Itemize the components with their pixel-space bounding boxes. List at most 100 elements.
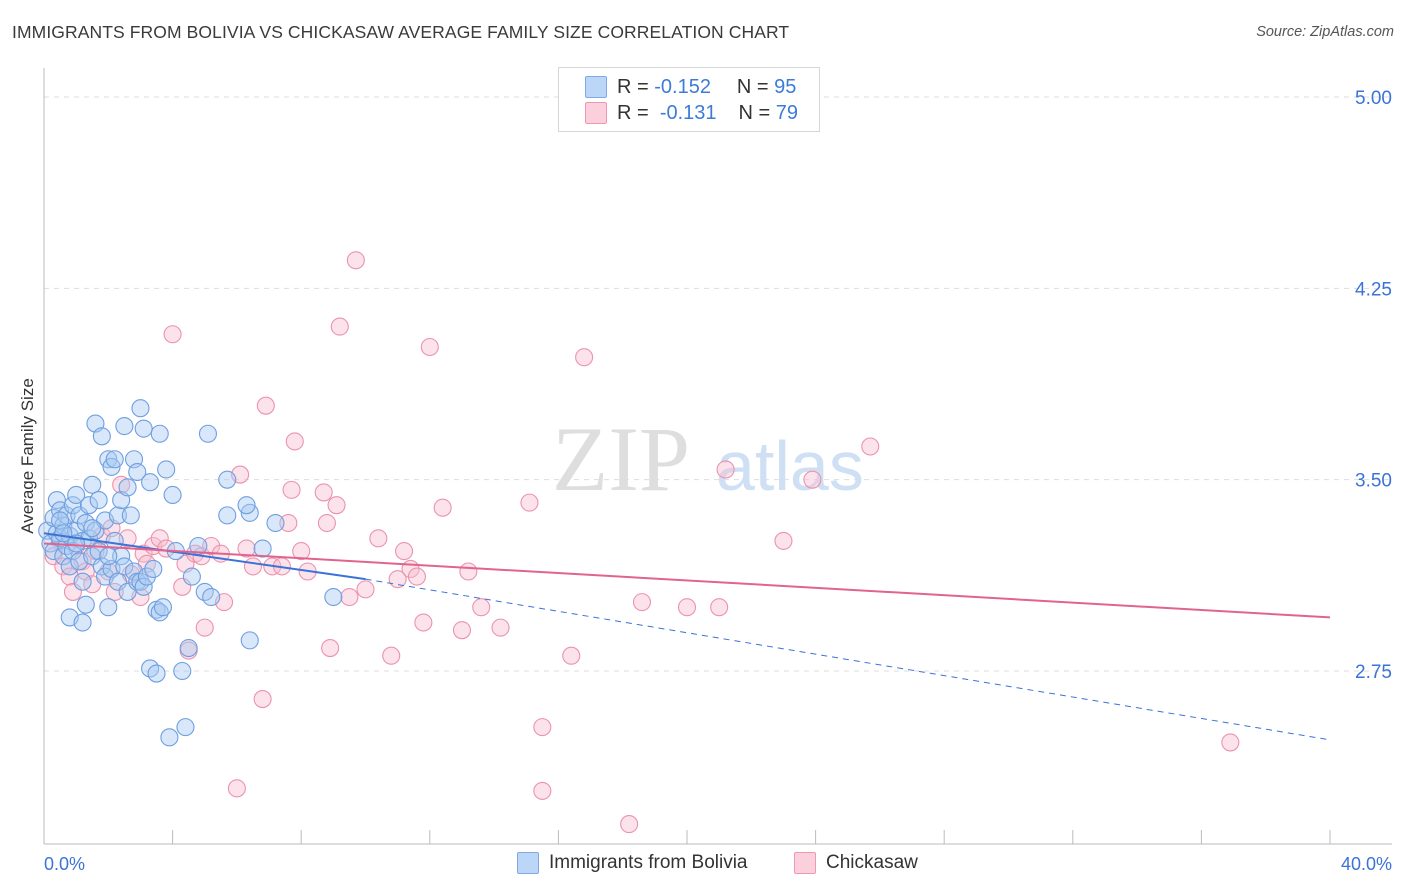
- bolivia-point: [83, 519, 102, 538]
- chickasaw-point: [388, 570, 407, 589]
- chickasaw-point: [279, 513, 298, 533]
- bolivia-point: [150, 603, 169, 622]
- bolivia-trend-line: [43, 532, 366, 581]
- bolivia-point: [182, 567, 201, 586]
- chickasaw-point: [533, 718, 552, 737]
- legend-n-value-chickasaw: 79: [775, 101, 798, 124]
- bolivia-point: [141, 473, 160, 492]
- y-tick-label: 3.50: [1355, 471, 1392, 492]
- series-swatch-blue: [517, 852, 539, 874]
- chickasaw-point: [562, 646, 581, 665]
- bolivia-point: [99, 547, 118, 566]
- legend-n-label: N =: [736, 75, 769, 98]
- bolivia-point: [202, 587, 221, 607]
- bolivia-point: [115, 417, 134, 436]
- legend-row-bolivia: R = -0.152 N = 95: [585, 75, 796, 99]
- bolivia-point: [218, 506, 237, 525]
- legend-swatch-pink: [585, 102, 607, 124]
- series-legend-bolivia[interactable]: Immigrants from Bolivia: [517, 852, 748, 874]
- legend-row-chickasaw: R = -0.131 N = 79: [585, 101, 798, 125]
- chickasaw-point: [327, 496, 346, 515]
- chickasaw-point: [282, 480, 301, 499]
- series-swatch-pink: [794, 852, 816, 874]
- chickasaw-point: [369, 529, 388, 548]
- x-tick-label: 40.0%: [1341, 854, 1392, 874]
- bolivia-point: [121, 506, 140, 525]
- chickasaw-point: [774, 531, 793, 550]
- chickasaw-point: [533, 781, 552, 800]
- chickasaw-point: [292, 542, 311, 561]
- chickasaw-point: [632, 593, 652, 612]
- bolivia-point: [253, 539, 272, 558]
- bolivia-point: [83, 475, 102, 494]
- series-label-chickasaw: Chickasaw: [826, 852, 918, 873]
- bolivia-point: [153, 598, 173, 617]
- bolivia-point: [67, 485, 86, 505]
- chickasaw-point: [472, 598, 491, 617]
- chickasaw-point: [620, 815, 639, 834]
- x-tick-label: 0.0%: [44, 854, 85, 874]
- legend-r-value-chickasaw: -0.131: [659, 101, 717, 124]
- bolivia-point: [89, 491, 108, 510]
- chickasaw-point: [163, 325, 182, 344]
- trend-lines: [43, 532, 1331, 741]
- bolivia-point: [179, 638, 198, 658]
- bolivia-point: [157, 460, 176, 479]
- bolivia-trend-extension: [365, 578, 1331, 741]
- bolivia-point: [99, 598, 118, 617]
- chickasaw-point: [227, 779, 246, 798]
- chickasaw-point: [314, 483, 333, 502]
- bolivia-point: [105, 531, 124, 550]
- y-tick-label: 4.25: [1355, 279, 1392, 300]
- chickasaw-point: [340, 587, 359, 607]
- bolivia-point: [198, 424, 218, 443]
- legend-n-value-bolivia: 95: [774, 75, 797, 98]
- bolivia-point: [47, 491, 66, 510]
- bolivia-point: [92, 427, 111, 446]
- watermark: ZIP atlas: [552, 408, 864, 510]
- bolivia-point: [108, 506, 127, 525]
- bolivia-point: [118, 478, 137, 497]
- bolivia-point: [176, 718, 195, 737]
- axes: [43, 68, 1392, 845]
- bolivia-point: [237, 496, 256, 515]
- bolivia-point: [73, 613, 92, 632]
- chickasaw-point: [346, 251, 365, 270]
- series-label-bolivia: Immigrants from Bolivia: [549, 852, 748, 873]
- chickasaw-point: [202, 536, 221, 556]
- chickasaw-point: [150, 529, 169, 548]
- bolivia-point: [60, 557, 79, 576]
- chickasaw-point: [54, 557, 73, 576]
- bolivia-point: [144, 559, 163, 579]
- bolivia-point: [266, 513, 285, 533]
- chickasaw-point: [491, 618, 510, 637]
- bolivia-point: [73, 572, 92, 591]
- chickasaw-point: [256, 396, 275, 415]
- chickasaw-point: [105, 582, 124, 601]
- legend-r-label: R =: [617, 75, 649, 98]
- chickasaw-point: [253, 690, 272, 709]
- bolivia-point: [128, 462, 147, 482]
- chickasaw-point: [520, 493, 539, 512]
- bolivia-point: [115, 557, 134, 576]
- chickasaw-point: [330, 317, 349, 336]
- series-legend: Immigrants from Bolivia Chickasaw: [0, 852, 1406, 878]
- bolivia-point: [163, 485, 182, 505]
- chickasaw-point: [285, 432, 304, 451]
- bolivia-point: [218, 470, 237, 489]
- y-tick-label: 2.75: [1355, 662, 1392, 683]
- bolivia-point: [134, 577, 153, 596]
- bolivia-point: [54, 547, 73, 566]
- chickasaw-point: [459, 562, 478, 581]
- tick-labels: 5.00 4.25 3.50 2.75 0.0% 40.0% Average Family …: [18, 88, 1392, 874]
- bolivia-point: [131, 399, 150, 418]
- chickasaw-point: [382, 646, 401, 665]
- chickasaw-point: [861, 437, 880, 456]
- series-legend-chickasaw[interactable]: Chickasaw: [794, 852, 918, 874]
- chart-source: Source: ZipAtlas.com: [1256, 24, 1394, 40]
- chickasaw-point: [317, 513, 336, 533]
- bolivia-point: [324, 587, 343, 607]
- watermark-atlas: atlas: [716, 427, 864, 505]
- bolivia-point: [173, 661, 192, 681]
